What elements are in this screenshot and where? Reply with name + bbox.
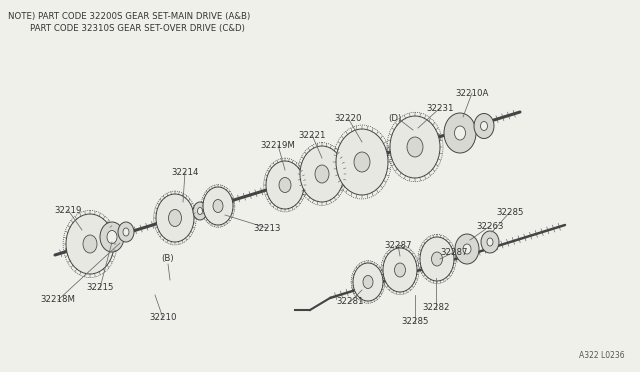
Text: 32281: 32281 (336, 298, 364, 307)
Ellipse shape (474, 113, 494, 138)
Ellipse shape (354, 152, 370, 172)
Ellipse shape (444, 113, 476, 153)
Ellipse shape (66, 214, 114, 274)
Ellipse shape (279, 177, 291, 192)
Text: 32213: 32213 (253, 224, 281, 232)
Ellipse shape (455, 234, 479, 264)
Ellipse shape (390, 116, 440, 178)
Ellipse shape (353, 263, 383, 301)
Ellipse shape (481, 122, 488, 131)
Text: 32218M: 32218M (40, 295, 76, 305)
Text: 32220: 32220 (334, 113, 362, 122)
Ellipse shape (431, 252, 442, 266)
Ellipse shape (213, 199, 223, 212)
Text: 32231: 32231 (426, 103, 454, 112)
Text: 32219: 32219 (54, 205, 82, 215)
Ellipse shape (198, 208, 202, 215)
Text: 32282: 32282 (422, 304, 450, 312)
Ellipse shape (407, 137, 423, 157)
Text: 32215: 32215 (86, 283, 114, 292)
Ellipse shape (487, 238, 493, 246)
Ellipse shape (203, 187, 233, 225)
Text: 32219M: 32219M (260, 141, 296, 150)
Ellipse shape (83, 235, 97, 253)
Ellipse shape (123, 228, 129, 236)
Ellipse shape (193, 202, 207, 220)
Ellipse shape (463, 244, 471, 254)
Ellipse shape (394, 263, 406, 277)
Ellipse shape (266, 161, 304, 209)
Text: A322 L0236: A322 L0236 (579, 351, 625, 360)
Text: 32287: 32287 (440, 247, 468, 257)
Text: 32214: 32214 (172, 167, 199, 176)
Text: 32221: 32221 (298, 131, 326, 140)
Text: 32287: 32287 (384, 241, 412, 250)
Ellipse shape (454, 126, 465, 140)
Ellipse shape (481, 231, 499, 253)
Text: NOTE) PART CODE 32200S GEAR SET-MAIN DRIVE (A&B): NOTE) PART CODE 32200S GEAR SET-MAIN DRI… (8, 12, 250, 21)
Ellipse shape (420, 237, 454, 281)
Text: 32210: 32210 (149, 314, 177, 323)
Ellipse shape (363, 276, 373, 289)
Text: 32210A: 32210A (455, 89, 489, 97)
Text: PART CODE 32310S GEAR SET-OVER DRIVE (C&D): PART CODE 32310S GEAR SET-OVER DRIVE (C&… (8, 24, 245, 33)
Ellipse shape (118, 222, 134, 242)
Ellipse shape (100, 222, 124, 252)
Text: 32263: 32263 (476, 221, 504, 231)
Ellipse shape (107, 231, 117, 244)
Ellipse shape (336, 129, 388, 195)
Text: (B): (B) (162, 253, 174, 263)
Text: 32285: 32285 (401, 317, 429, 327)
Ellipse shape (168, 209, 182, 227)
Ellipse shape (383, 248, 417, 292)
Ellipse shape (156, 194, 194, 242)
Text: (D): (D) (388, 113, 402, 122)
Ellipse shape (315, 165, 329, 183)
Ellipse shape (300, 146, 344, 202)
Text: 32285: 32285 (496, 208, 524, 217)
